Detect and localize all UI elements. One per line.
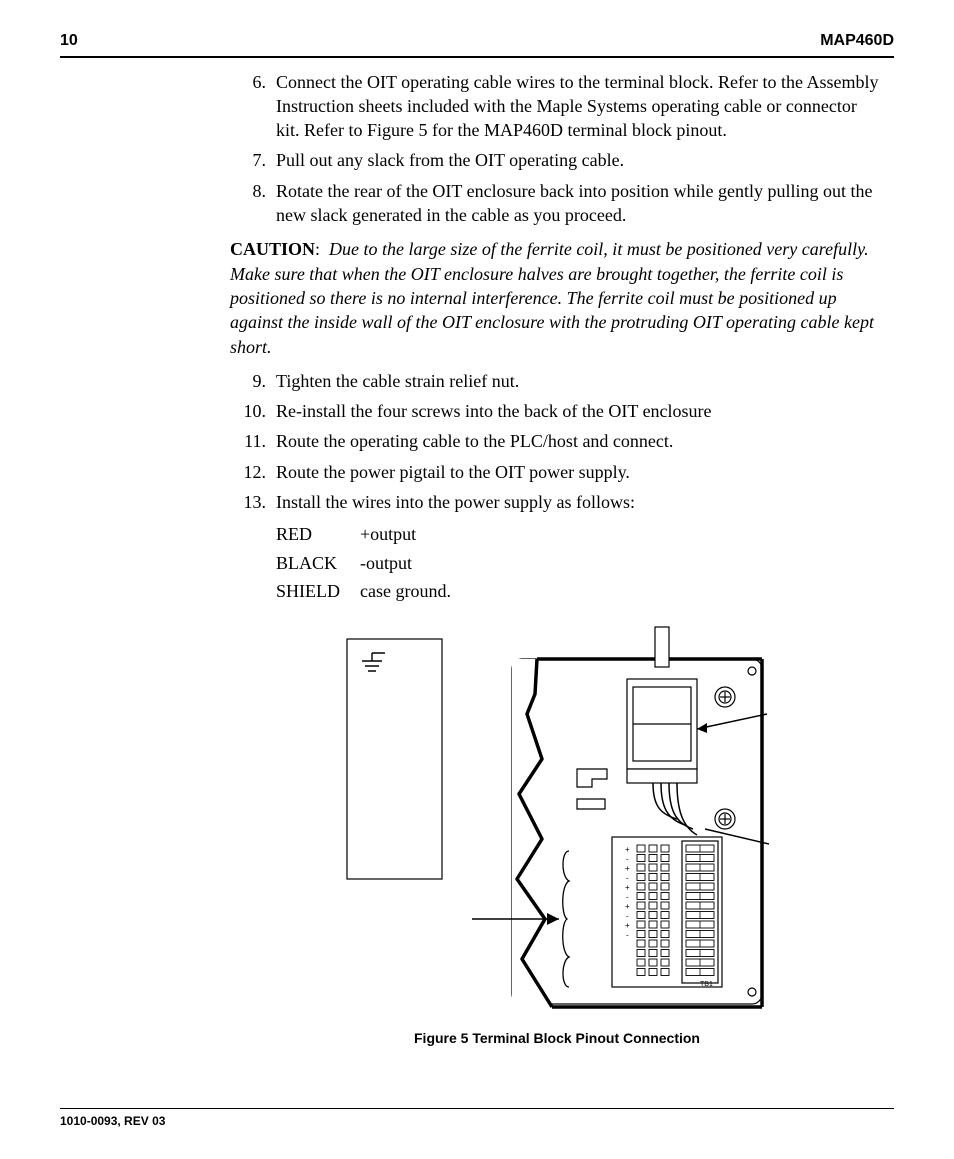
instruction-number: 6.	[230, 70, 276, 143]
instruction-text: Pull out any slack from the OIT operatin…	[276, 148, 884, 172]
wire-label: SHIELD	[276, 577, 360, 605]
page-number: 10	[60, 30, 78, 52]
svg-text:+: +	[625, 921, 630, 930]
instruction-text: Route the power pigtail to the OIT power…	[276, 460, 884, 484]
caution-sep: :	[315, 239, 320, 259]
wire-value: -output	[360, 549, 471, 577]
instruction-text: Connect the OIT operating cable wires to…	[276, 70, 884, 143]
instruction-number: 11.	[230, 429, 276, 453]
instruction-text: Route the operating cable to the PLC/hos…	[276, 429, 884, 453]
figure-5-diagram: +-+-+-+-+-TB1	[337, 619, 777, 1019]
svg-text:-: -	[626, 912, 629, 921]
caution-body: Due to the large size of the ferrite coi…	[230, 239, 874, 356]
instruction-item: 13.Install the wires into the power supp…	[230, 490, 884, 514]
figure-5-wrap: +-+-+-+-+-TB1 Figure 5 Terminal Block Pi…	[230, 619, 884, 1048]
page-header: 10 MAP460D	[60, 30, 894, 58]
svg-text:+: +	[625, 864, 630, 873]
instruction-number: 13.	[230, 490, 276, 514]
wire-label: BLACK	[276, 549, 360, 577]
caution-label: CAUTION	[230, 239, 315, 259]
svg-text:-: -	[626, 893, 629, 902]
svg-text:-: -	[626, 931, 629, 940]
instruction-item: 11.Route the operating cable to the PLC/…	[230, 429, 884, 453]
caution-block: CAUTION: Due to the large size of the fe…	[230, 237, 884, 358]
figure-5-caption: Figure 5 Terminal Block Pinout Connectio…	[230, 1029, 884, 1048]
wire-value: +output	[360, 520, 471, 548]
page: 10 MAP460D 6.Connect the OIT operating c…	[0, 0, 954, 1159]
instruction-item: 9.Tighten the cable strain relief nut.	[230, 369, 884, 393]
instruction-item: 10.Re-install the four screws into the b…	[230, 399, 884, 423]
table-row: SHIELDcase ground.	[276, 577, 471, 605]
wire-color-table: RED+outputBLACK-outputSHIELDcase ground.	[276, 520, 471, 605]
instruction-number: 10.	[230, 399, 276, 423]
instruction-item: 8.Rotate the rear of the OIT enclosure b…	[230, 179, 884, 228]
table-row: BLACK-output	[276, 549, 471, 577]
instruction-text: Re-install the four screws into the back…	[276, 399, 884, 423]
instruction-text: Rotate the rear of the OIT enclosure bac…	[276, 179, 884, 228]
instruction-text: Tighten the cable strain relief nut.	[276, 369, 884, 393]
svg-text:TB1: TB1	[700, 981, 713, 988]
svg-text:-: -	[626, 874, 629, 883]
instruction-item: 6.Connect the OIT operating cable wires …	[230, 70, 884, 143]
instruction-number: 9.	[230, 369, 276, 393]
instruction-list-lower: 9.Tighten the cable strain relief nut.10…	[230, 369, 884, 514]
table-row: RED+output	[276, 520, 471, 548]
svg-text:-: -	[626, 855, 629, 864]
instruction-list-upper: 6.Connect the OIT operating cable wires …	[230, 70, 884, 228]
svg-text:+: +	[625, 902, 630, 911]
svg-text:+: +	[625, 845, 630, 854]
doc-title: MAP460D	[820, 30, 894, 52]
doc-revision: 1010-0093, REV 03	[60, 1114, 165, 1128]
instruction-number: 12.	[230, 460, 276, 484]
instruction-number: 8.	[230, 179, 276, 228]
instruction-number: 7.	[230, 148, 276, 172]
svg-text:+: +	[625, 883, 630, 892]
instruction-item: 7.Pull out any slack from the OIT operat…	[230, 148, 884, 172]
instruction-item: 12.Route the power pigtail to the OIT po…	[230, 460, 884, 484]
instruction-text: Install the wires into the power supply …	[276, 490, 884, 514]
wire-label: RED	[276, 520, 360, 548]
wire-value: case ground.	[360, 577, 471, 605]
page-footer: 1010-0093, REV 03	[60, 1108, 894, 1129]
page-content: 6.Connect the OIT operating cable wires …	[60, 70, 894, 1049]
